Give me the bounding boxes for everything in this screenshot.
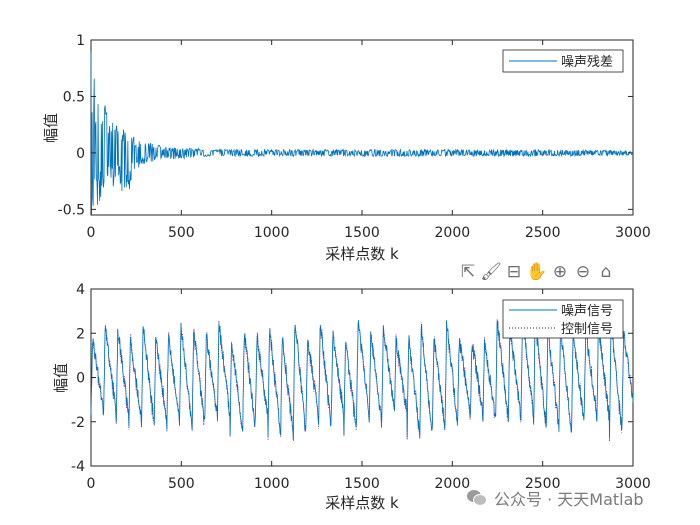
x-tick-label: 2000: [435, 225, 471, 241]
axes-1-ylabel: 幅值: [42, 113, 60, 143]
x-tick-label: 2000: [435, 476, 471, 492]
axes-2-ylabel: 幅值: [52, 363, 70, 393]
legend-box: [502, 299, 624, 339]
x-tick-label: 3000: [615, 476, 651, 492]
axes-toolbar: ⇱ 🖌 ⊟ ✋ ⊕ ⊖ ⌂: [458, 261, 616, 283]
axes-2-xlabel: 采样点数 k: [325, 494, 399, 512]
axes-1-series: [90, 51, 634, 216]
y-tick-label: 0.5: [63, 89, 85, 105]
x-tick-label: 2500: [525, 225, 561, 241]
x-tick-label: 1500: [344, 225, 380, 241]
y-tick-label: 4: [76, 282, 85, 298]
y-tick-label: -2: [71, 415, 85, 431]
pan-icon[interactable]: ✋: [526, 262, 548, 282]
watermark: 公众号 · 天天Matlab: [466, 486, 644, 510]
y-tick-label: 1: [76, 33, 85, 49]
y-tick-label: 0: [76, 146, 85, 162]
x-tick-label: 500: [168, 225, 195, 241]
x-tick-label: 500: [168, 476, 195, 492]
series-noise-signal: [90, 313, 634, 441]
legend-label-noise-signal: 噪声信号: [561, 304, 613, 319]
legend-label-control-signal: 控制信号: [561, 322, 613, 337]
export-icon[interactable]: ⇱: [460, 262, 476, 282]
axes-1-legend[interactable]: 噪声残差: [502, 49, 624, 73]
legend-box: [502, 49, 624, 73]
axes-1-yticks: -0.5 0 0.5 1: [58, 33, 633, 218]
axes-2-xticks: 0 500 1000 1500 2000 2500 3000: [87, 289, 651, 492]
axes-2-series: [90, 311, 634, 442]
axes-1-xlabel: 采样点数 k: [325, 245, 399, 263]
x-tick-label: 1500: [344, 476, 380, 492]
zoom-out-icon[interactable]: ⊖: [575, 262, 591, 282]
x-tick-label: 3000: [615, 225, 651, 241]
y-tick-label: -0.5: [58, 202, 85, 218]
axes-1-xticks: 0 500 1000 1500 2000 2500 3000: [87, 40, 651, 241]
datatip-icon[interactable]: ⊟: [506, 262, 522, 282]
brush-icon[interactable]: 🖌: [480, 262, 502, 282]
y-tick-label: -4: [71, 459, 85, 475]
x-tick-label: 0: [87, 476, 96, 492]
x-tick-label: 1000: [254, 225, 290, 241]
axes-2-yticks: -4 -2 0 2 4: [71, 282, 633, 475]
wechat-icon: [467, 490, 487, 506]
watermark-text: 公众号 · 天天Matlab: [494, 490, 644, 509]
axes-2-legend[interactable]: 噪声信号 控制信号: [502, 299, 624, 339]
zoom-in-icon[interactable]: ⊕: [552, 262, 568, 282]
y-tick-label: 0: [76, 371, 85, 387]
axes-1: 0 500 1000 1500 2000 2500 3000 -0.500.51 采样点数 …: [42, 33, 651, 263]
y-tick-label: 2: [76, 326, 85, 342]
x-tick-label: 2500: [525, 476, 561, 492]
x-tick-label: 0: [87, 225, 96, 241]
series-noise-residual: [90, 51, 634, 216]
x-tick-label: 1000: [254, 476, 290, 492]
legend-label-noise-residual: 噪声残差: [561, 55, 613, 70]
home-icon[interactable]: ⌂: [600, 262, 612, 282]
